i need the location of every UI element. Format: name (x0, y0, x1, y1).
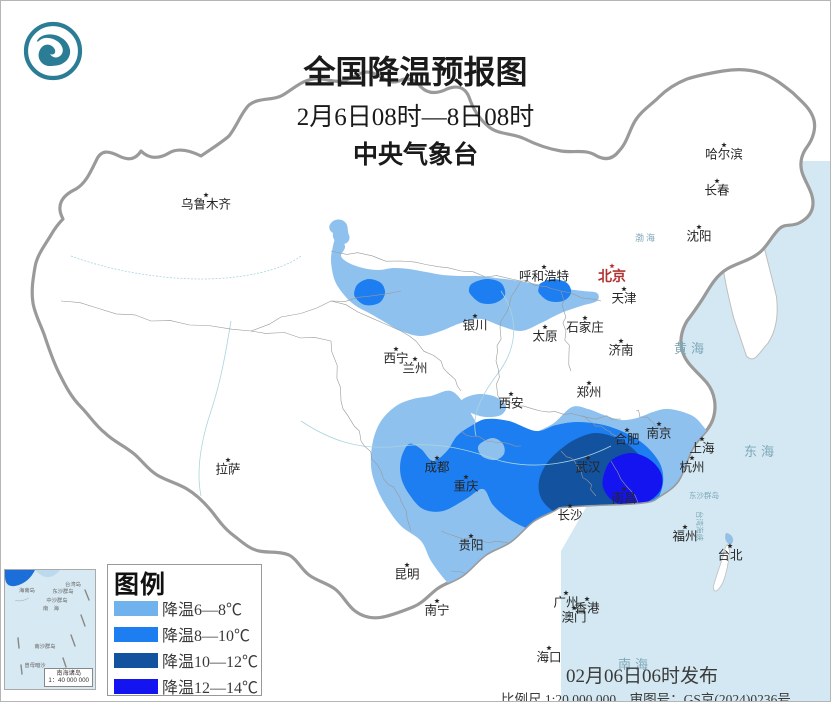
svg-text:西安: 西安 (498, 396, 523, 411)
svg-text:沈阳: 沈阳 (686, 229, 711, 244)
svg-text:中沙群岛: 中沙群岛 (46, 596, 67, 604)
svg-text:福州: 福州 (672, 529, 697, 544)
svg-text:东海: 东海 (744, 444, 778, 459)
svg-text:银川: 银川 (462, 319, 487, 333)
svg-text:长沙: 长沙 (557, 509, 583, 523)
svg-text:东沙群岛: 东沙群岛 (52, 587, 73, 595)
svg-text:上海: 上海 (689, 441, 715, 456)
svg-text:南沙群岛: 南沙群岛 (34, 642, 55, 650)
svg-text:拉萨: 拉萨 (215, 462, 240, 477)
svg-text:天津: 天津 (611, 292, 636, 306)
svg-text:南 海: 南 海 (43, 604, 60, 612)
svg-text:海南岛: 海南岛 (19, 586, 35, 594)
svg-text:南昌: 南昌 (611, 491, 636, 506)
svg-text:杭州: 杭州 (679, 460, 704, 475)
svg-text:海口: 海口 (536, 650, 561, 665)
svg-text:呼和浩特: 呼和浩特 (519, 269, 569, 284)
svg-text:曾母暗沙: 曾母暗沙 (24, 661, 46, 669)
svg-text:贵阳: 贵阳 (458, 539, 483, 553)
svg-text:黄海: 黄海 (674, 341, 708, 356)
svg-text:渤海: 渤海 (635, 232, 657, 243)
svg-text:合肥: 合肥 (614, 432, 640, 447)
svg-text:石家庄: 石家庄 (566, 320, 604, 335)
svg-text:南宁: 南宁 (424, 603, 449, 618)
svg-text:昆明: 昆明 (394, 568, 419, 582)
svg-text:南京: 南京 (646, 426, 671, 441)
svg-text:武汉: 武汉 (575, 461, 601, 475)
svg-text:郑州: 郑州 (576, 385, 601, 400)
svg-text:北京: 北京 (598, 268, 626, 284)
svg-text:兰州: 兰州 (402, 362, 427, 376)
svg-text:台湾岛: 台湾岛 (65, 580, 81, 588)
svg-text:太原: 太原 (532, 329, 557, 344)
svg-text:澳门: 澳门 (561, 610, 586, 625)
svg-text:乌鲁木齐: 乌鲁木齐 (181, 197, 232, 212)
svg-text:东沙群岛: 东沙群岛 (689, 490, 719, 500)
svg-text:台北: 台北 (717, 548, 743, 563)
svg-text:济南: 济南 (608, 343, 633, 358)
svg-text:成都: 成都 (424, 461, 450, 475)
svg-text:重庆: 重庆 (453, 479, 479, 494)
svg-text:长春: 长春 (704, 184, 730, 198)
